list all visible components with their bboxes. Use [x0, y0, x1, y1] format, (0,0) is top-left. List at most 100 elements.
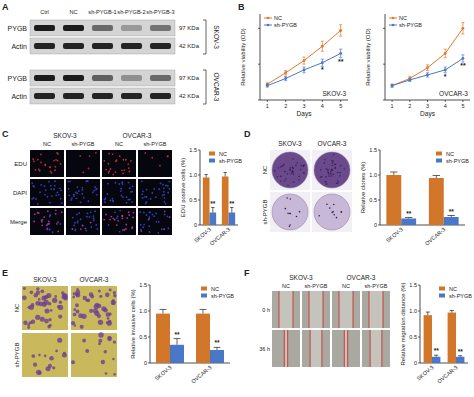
- protein-label: Actin: [11, 43, 27, 50]
- wound-gap: [344, 330, 347, 367]
- y-tick-label: 0: [144, 360, 147, 366]
- colony: [328, 175, 330, 177]
- invaded-cell: [73, 292, 76, 295]
- lane-label: sh-PYGB-2: [117, 9, 145, 15]
- colony: [339, 175, 341, 177]
- chart-title: SKOV-3: [323, 90, 347, 97]
- y-axis: [420, 285, 421, 363]
- cell-dot: [143, 224, 145, 226]
- invaded-cell: [62, 293, 67, 298]
- colony: [293, 174, 295, 176]
- bar: [424, 315, 432, 363]
- row-label: NC: [262, 165, 268, 174]
- colony: [331, 212, 333, 214]
- error-cap: [321, 59, 324, 60]
- colony: [289, 226, 291, 228]
- wound-edge: [339, 291, 340, 328]
- cell-dot: [39, 191, 41, 193]
- band: [92, 93, 113, 99]
- colony: [290, 213, 292, 215]
- cell-dot: [162, 195, 164, 197]
- x-tick: [462, 100, 463, 102]
- bar: [444, 217, 459, 225]
- colony: [280, 176, 282, 178]
- cell-dot: [120, 195, 122, 197]
- wound-gap: [279, 291, 293, 328]
- colony: [318, 215, 320, 217]
- wound-edge: [347, 330, 348, 367]
- y-tick: [198, 175, 200, 176]
- cell-dot: [130, 160, 132, 162]
- colony: [327, 169, 329, 171]
- invaded-cell: [86, 299, 89, 302]
- invaded-cell: [36, 370, 41, 375]
- cell-dot: [34, 213, 36, 215]
- invaded-cell: [101, 306, 106, 311]
- error-bar: [426, 312, 430, 315]
- wound-edge: [381, 330, 382, 367]
- error-cap: [426, 64, 429, 65]
- significance: **: [229, 200, 235, 207]
- column-label: sh-PYGB: [144, 141, 167, 147]
- significance: **: [406, 210, 412, 217]
- error-bar: [174, 339, 181, 345]
- error-bar: [284, 71, 287, 75]
- cell-dot: [121, 215, 123, 217]
- legend-swatch: [436, 152, 442, 156]
- error-stem: [203, 309, 204, 313]
- y-tick: [148, 337, 150, 338]
- wound-gap: [284, 330, 287, 367]
- y-tick: [418, 311, 420, 312]
- cell-dot: [108, 224, 110, 226]
- error-cap: [303, 57, 306, 58]
- cell-dot: [82, 224, 84, 226]
- invaded-cell: [76, 288, 78, 290]
- cell-dot: [57, 160, 59, 162]
- error-bar: [426, 65, 429, 71]
- cell-dot: [167, 185, 169, 187]
- point: [321, 61, 324, 64]
- invaded-cell: [38, 298, 41, 301]
- cell-dot: [151, 192, 153, 194]
- micrograph: [102, 179, 136, 206]
- significance: **: [214, 339, 220, 346]
- group-label: OVCAR-3: [347, 274, 376, 281]
- cell-dot: [40, 184, 42, 186]
- x-tick: [304, 100, 305, 102]
- cell-dot: [44, 165, 46, 167]
- cell-dot: [58, 194, 60, 196]
- cell-dot: [57, 153, 59, 155]
- cell-dot: [90, 226, 92, 228]
- legend-marker: [267, 17, 270, 20]
- significance: **: [458, 348, 464, 355]
- invaded-cell: [52, 366, 55, 369]
- transwell-photo: [71, 333, 117, 377]
- invaded-cell: [107, 317, 110, 320]
- error-cap: [461, 54, 464, 55]
- legend-label: sh-PYGB: [446, 158, 469, 164]
- invaded-cell: [45, 308, 50, 313]
- cell-dot: [80, 228, 82, 230]
- y-tick: [198, 225, 200, 226]
- error-bar: [224, 173, 227, 177]
- cell-dot: [73, 225, 75, 227]
- size-label: 97 KDa: [179, 25, 200, 31]
- invaded-cell: [40, 317, 45, 322]
- legend-label: NC: [446, 151, 454, 157]
- micrograph: [66, 179, 100, 206]
- colony: [282, 165, 284, 167]
- cell-dot: [80, 201, 82, 203]
- micrograph: [30, 150, 64, 177]
- invaded-cell: [23, 287, 26, 290]
- error-stem: [340, 25, 341, 36]
- error-stem: [340, 49, 341, 58]
- invaded-cell: [113, 294, 117, 298]
- cell-dot: [96, 194, 98, 196]
- invaded-cell: [109, 289, 112, 292]
- error-cap: [160, 309, 167, 310]
- cell-dot: [48, 221, 50, 223]
- cell-dot: [74, 222, 76, 224]
- band: [150, 75, 171, 81]
- legend-marker: [267, 24, 270, 27]
- cell-dot: [39, 170, 41, 172]
